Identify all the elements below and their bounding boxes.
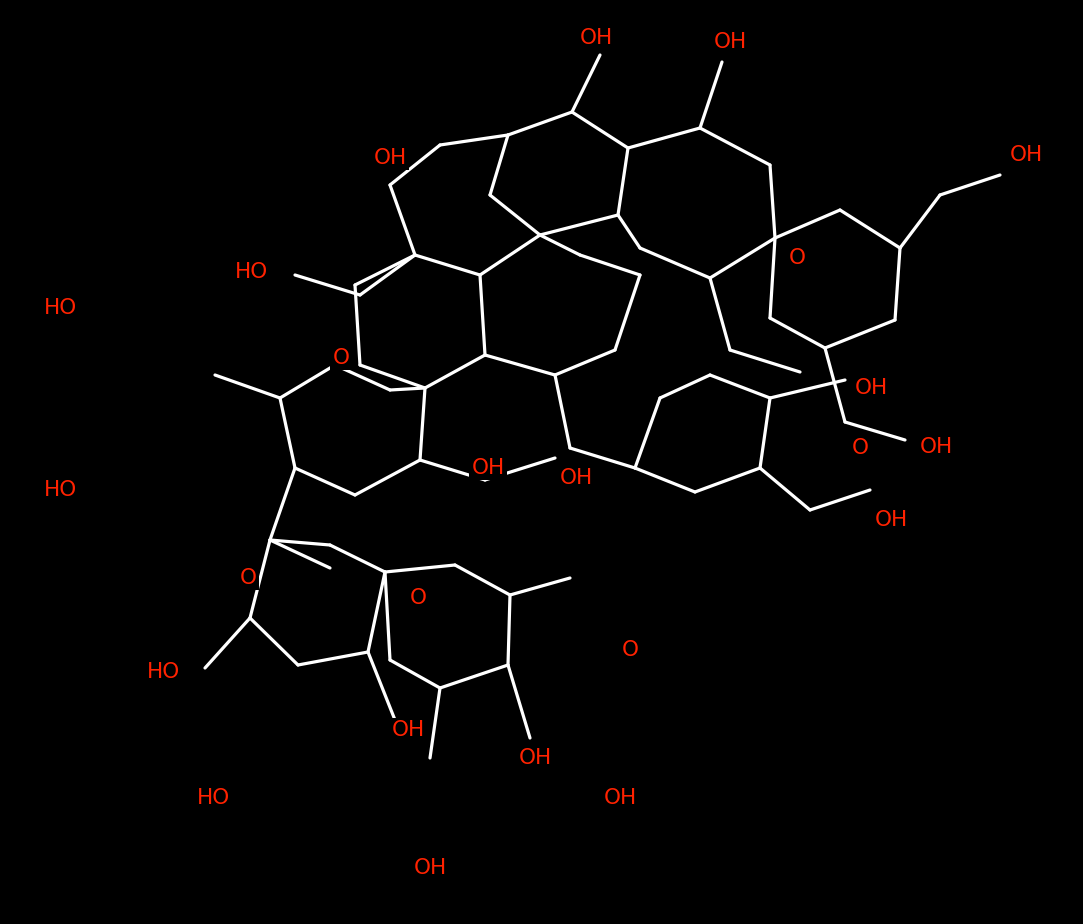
Text: O: O (622, 640, 639, 660)
Text: O: O (332, 348, 350, 368)
Text: O: O (239, 568, 257, 588)
Text: O: O (409, 588, 427, 608)
Text: OH: OH (603, 788, 637, 808)
Text: OH: OH (471, 458, 505, 478)
Text: OH: OH (560, 468, 593, 488)
Text: OH: OH (579, 28, 613, 48)
Text: OH: OH (854, 378, 888, 398)
Text: O: O (788, 248, 806, 268)
Text: HO: HO (197, 788, 230, 808)
Text: OH: OH (919, 437, 953, 457)
Text: OH: OH (374, 148, 406, 168)
Text: OH: OH (391, 720, 425, 740)
Text: HO: HO (44, 298, 77, 318)
Text: O: O (852, 438, 869, 458)
Text: OH: OH (519, 748, 551, 768)
Text: HO: HO (235, 262, 268, 282)
Text: OH: OH (1010, 145, 1043, 165)
Text: OH: OH (414, 858, 446, 878)
Text: HO: HO (44, 480, 77, 500)
Text: HO: HO (147, 662, 180, 682)
Text: OH: OH (714, 32, 746, 52)
Text: OH: OH (875, 510, 909, 530)
